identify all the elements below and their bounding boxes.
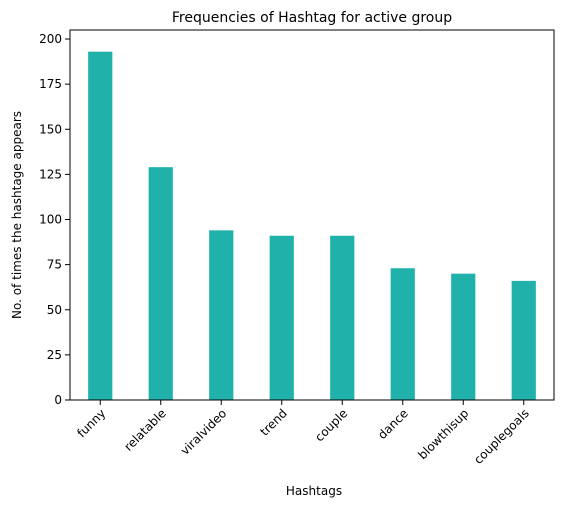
y-tick-label: 25 [47, 348, 62, 362]
y-axis: 0 25 50 75 100 125 150 175 200 [39, 32, 70, 407]
y-tick-label: 125 [39, 167, 62, 181]
bar-relatable [148, 167, 173, 400]
bar-trend [269, 235, 294, 400]
y-axis-label: No. of times the hashtage appears [10, 111, 24, 319]
bar-couplegoals [511, 280, 536, 400]
x-axis: funny relatable viralvideo trend couple dance… [74, 400, 532, 467]
x-axis-label: Hashtags [286, 484, 342, 498]
x-tick-label-dance: dance [375, 406, 411, 442]
y-tick-label: 150 [39, 122, 62, 136]
x-tick-label-viralvideo: viralvideo [178, 406, 230, 458]
x-tick-label-funny: funny [74, 406, 108, 440]
x-tick-label-trend: trend [257, 406, 290, 439]
x-tick-label-relatable: relatable [121, 406, 168, 453]
bar-dance [390, 268, 415, 400]
bar-funny [88, 51, 113, 400]
y-tick-label: 0 [54, 393, 62, 407]
bar-viralvideo [209, 230, 234, 400]
x-tick-label-couplegoals: couplegoals [471, 406, 532, 467]
y-tick-label: 75 [47, 258, 62, 272]
y-tick-label: 175 [39, 77, 62, 91]
chart-title: Frequencies of Hashtag for active group [172, 10, 452, 26]
bar-blowthisup [451, 273, 476, 400]
x-tick-label-blowthisup: blowthisup [415, 406, 471, 462]
y-tick-label: 50 [47, 303, 62, 317]
y-tick-label: 100 [39, 213, 62, 227]
plot-area [88, 51, 536, 400]
x-tick-label-couple: couple [312, 406, 350, 444]
plot-frame [69, 29, 555, 401]
y-tick-label: 200 [39, 32, 62, 46]
bar-couple [330, 235, 355, 400]
